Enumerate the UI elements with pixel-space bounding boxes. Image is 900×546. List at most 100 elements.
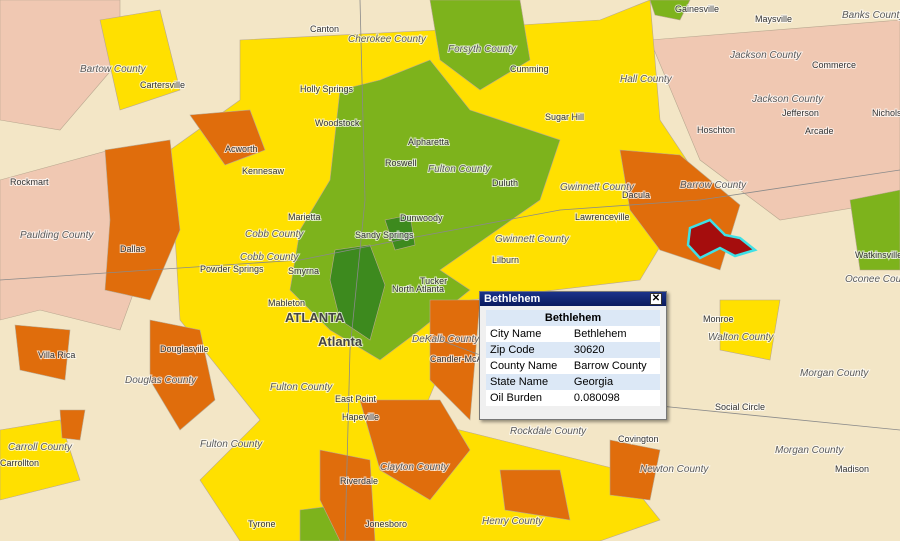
city-label: Duluth [492,178,518,188]
region [14,324,71,381]
city-label: ATLANTA [285,310,345,325]
county-label: DeKalb County [412,334,480,345]
city-label: Holly Springs [300,84,354,94]
county-label: Barrow County [680,180,747,191]
city-label: Social Circle [715,402,765,412]
county-label: Fulton County [270,382,333,393]
city-label: Lilburn [492,255,519,265]
road [344,0,366,542]
field-name: Oil Burden [486,390,570,406]
region [149,319,216,431]
city-label: Roswell [385,158,417,168]
region [0,419,81,501]
region [0,0,121,131]
region [104,139,181,301]
city-label: Commerce [812,60,856,70]
field-name: County Name [486,358,570,374]
county-label: Cherokee County [348,34,427,45]
region [719,299,781,361]
county-label: Forsyth County [448,44,517,55]
county-label: Henry County [482,516,544,527]
city-label: Sandy Springs [355,230,414,240]
county-label: Fulton County [428,164,491,175]
region [429,0,531,91]
county-label: Jackson County [751,94,824,105]
region [849,189,900,271]
county-label: Bartow County [80,64,147,75]
city-label: Lawrenceville [575,212,630,222]
city-label: Alpharetta [408,137,449,147]
county-label: Walton County [708,332,774,343]
field-value: Georgia [569,374,660,390]
city-label: Mableton [268,298,305,308]
attribute-row: State Name Georgia [486,374,660,390]
county-label: Gwinnett County [495,234,570,245]
city-label: Atlanta [318,334,363,349]
city-label: Dallas [120,244,146,254]
region [359,399,471,501]
city-label: Douglasville [160,344,209,354]
field-name: City Name [486,326,570,342]
city-label: Smyrna [288,266,319,276]
county-label: Morgan County [775,445,844,456]
city-label: Powder Springs [200,264,264,274]
county-label: Morgan County [800,368,869,379]
popup-title-text: Bethlehem [484,293,541,305]
city-label: Woodstock [315,118,360,128]
city-label: Tyrone [248,519,276,529]
region [429,299,481,421]
county-label: Rockdale County [510,426,587,437]
attribute-row: Zip Code 30620 [486,342,660,358]
county-label: Gwinnett County [560,182,635,193]
county-label: Clayton County [380,462,449,473]
county-label: Hall County [620,74,673,85]
attribute-row: City Name Bethlehem [486,326,660,342]
field-value: 0.080098 [569,390,660,406]
city-label: Villa Rica [38,350,75,360]
attribute-row: Oil Burden 0.080098 [486,390,660,406]
city-label: Canton [310,24,339,34]
region [99,9,181,111]
field-value: 30620 [569,342,660,358]
field-value: Bethlehem [569,326,660,342]
close-button[interactable]: ✕ [650,293,662,305]
county-label: Carroll County [8,442,73,453]
city-label: Nicholson [872,108,900,118]
place-labels: Canton Cherokee County Forsyth County Gaine… [0,3,900,530]
road [0,169,900,281]
city-label: Acworth [225,144,258,154]
popup-title: Bethlehem ✕ [480,292,666,306]
city-label: Arcade [805,126,834,136]
city-label: Tucker [420,276,447,286]
region [649,19,900,221]
field-value: Barrow County [569,358,660,374]
field-name: State Name [486,374,570,390]
field-name: Zip Code [486,342,570,358]
region [329,244,386,341]
city-label: Cartersville [140,80,185,90]
county-label: Cobb County [245,229,304,240]
city-label: Sugar Hill [545,112,584,122]
city-label: Madison [835,464,869,474]
city-label: Cumming [510,64,549,74]
city-label: Marietta [288,212,321,222]
city-label: Dacula [622,190,650,200]
attribute-table: Bethlehem City Name Bethlehem Zip Code 3062… [486,310,660,406]
table-header: Bethlehem [486,310,660,326]
region [499,469,571,521]
city-label: Jonesboro [365,519,407,529]
city-label: North Atlanta [392,284,444,294]
selected-region[interactable] [686,218,758,260]
region [59,409,86,441]
region [649,0,691,21]
city-label: Watkinsville [855,250,900,260]
city-label: Rockmart [10,177,49,187]
city-label: Jefferson [782,108,819,118]
county-label: Oconee County [845,274,900,285]
city-label: Covington [618,434,659,444]
city-label: Dunwoody [400,213,443,223]
city-label: Monroe [703,314,734,324]
